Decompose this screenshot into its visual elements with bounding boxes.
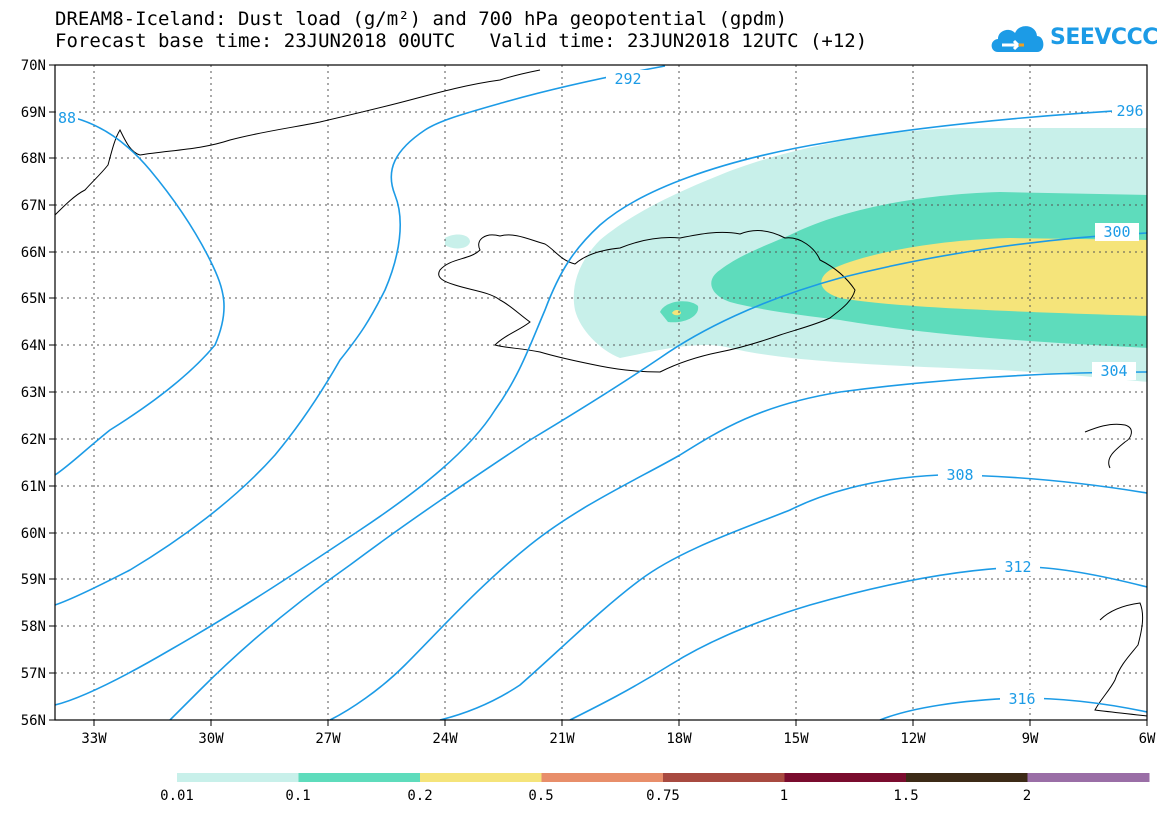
lon-label: 30W (198, 731, 224, 747)
map-title-line2: Forecast base time: 23JUN2018 00UTC Vali… (55, 30, 868, 52)
colorbar-label: 0.1 (285, 788, 310, 804)
lat-label: 69N (21, 105, 46, 121)
latitude-labels: 70N 69N 68N 67N 66N 65N 64N 63N 62N 61N … (21, 58, 46, 729)
coastlines (55, 69, 1147, 717)
colorbar-swatch (784, 773, 907, 782)
lat-label: 65N (21, 291, 46, 307)
colorbar-label: 0.2 (407, 788, 432, 804)
contour-label-300: 300 (1103, 223, 1130, 241)
dust-level-02 (821, 238, 1147, 316)
colorbar-swatch (541, 773, 664, 782)
contour-line (55, 65, 666, 606)
contour-line (169, 232, 1147, 720)
map-title-line1: DREAM8-Iceland: Dust load (g/m²) and 700… (55, 8, 788, 30)
lon-label: 18W (666, 731, 692, 747)
coast-faroe (1084, 423, 1132, 469)
contour-line (55, 108, 1147, 706)
lon-label: 24W (432, 731, 458, 747)
colorbar-label: 2 (1023, 788, 1031, 804)
lat-label: 56N (21, 713, 46, 729)
lat-label: 62N (21, 432, 46, 448)
colorbar-swatch (298, 773, 421, 782)
logo-text: SEEVCCC (1050, 25, 1158, 50)
lat-label: 57N (21, 666, 46, 682)
geopotential-contours (55, 65, 1147, 720)
contour-label-288: 88 (58, 109, 76, 127)
colorbar-labels: 0.01 0.1 0.2 0.5 0.75 1 1.5 2 (160, 788, 1031, 804)
colorbar-label: 0.01 (160, 788, 194, 804)
colorbar-label: 0.5 (528, 788, 553, 804)
coast-greenland (55, 69, 541, 216)
lat-label: 59N (21, 572, 46, 588)
lat-label: 64N (21, 338, 46, 354)
lon-label: 15W (783, 731, 809, 747)
contour-label-308: 308 (946, 466, 973, 484)
lat-label: 67N (21, 198, 46, 214)
colorbar-label: 1.5 (893, 788, 918, 804)
coast-scotland (1094, 602, 1147, 717)
contour-labels: 292 296 300 304 308 312 316 88 (56, 70, 1147, 708)
contour-label-304: 304 (1100, 362, 1127, 380)
colorbar-swatch (906, 773, 1028, 782)
dust-shading (445, 128, 1147, 382)
contour-line (439, 474, 1147, 720)
colorbar (177, 773, 1150, 782)
contour-label-296: 296 (1116, 102, 1143, 120)
colorbar-swatch (177, 773, 299, 782)
lat-label: 66N (21, 245, 46, 261)
ticks (49, 64, 1148, 726)
seevccc-logo: SEEVCCC (988, 18, 1158, 58)
colorbar-swatch (1027, 773, 1150, 782)
contour-label-292: 292 (614, 70, 641, 88)
contour-line (329, 371, 1147, 720)
colorbar-label: 0.75 (646, 788, 680, 804)
lon-label: 12W (900, 731, 926, 747)
longitude-labels: 33W 30W 27W 24W 21W 18W 15W 12W 9W 6W (81, 731, 1156, 747)
lat-label: 68N (21, 151, 46, 167)
lat-label: 70N (21, 58, 46, 74)
coast-iceland (438, 230, 856, 373)
colorbar-swatch (420, 773, 542, 782)
lat-label: 58N (21, 619, 46, 635)
contour-label-316: 316 (1008, 690, 1035, 708)
contour-line (55, 117, 225, 476)
lat-label: 61N (21, 479, 46, 495)
colorbar-label: 1 (780, 788, 788, 804)
contour-label-312: 312 (1004, 558, 1031, 576)
lon-label: 21W (549, 731, 575, 747)
cloud-icon (991, 26, 1044, 52)
lat-label: 60N (21, 526, 46, 542)
dust-level-001-west (445, 234, 470, 249)
lon-label: 27W (315, 731, 341, 747)
lat-label: 63N (21, 385, 46, 401)
colorbar-swatch (663, 773, 785, 782)
graticule (55, 65, 1147, 720)
lon-label: 9W (1022, 731, 1039, 747)
contour-line (569, 566, 1147, 720)
lon-label: 6W (1139, 731, 1156, 747)
lon-label: 33W (81, 731, 107, 747)
